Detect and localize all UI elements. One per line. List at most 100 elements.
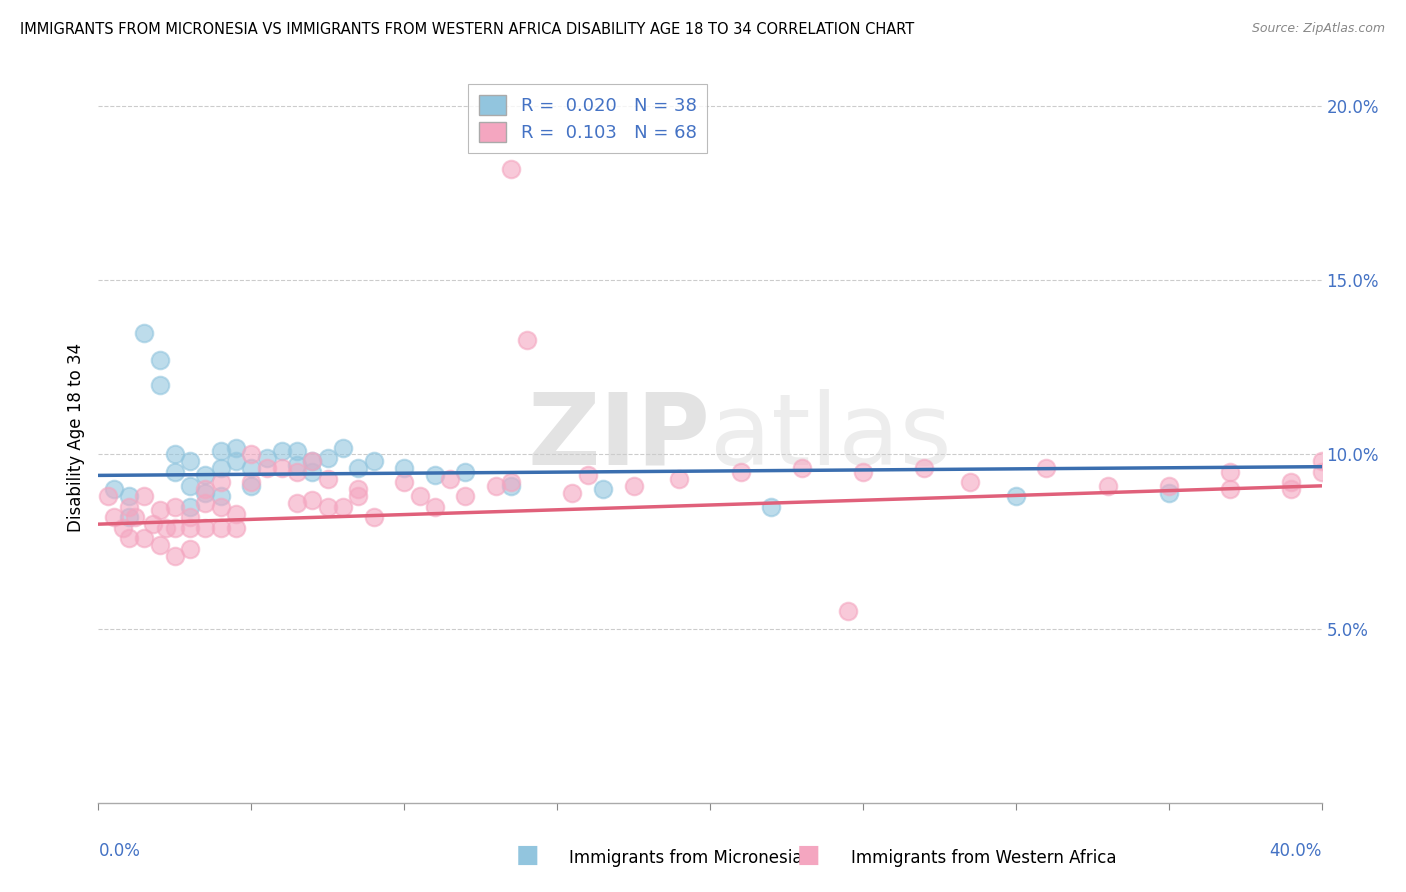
- Text: ■: ■: [797, 843, 820, 867]
- Point: [301, 492, 323, 507]
- Point: [1279, 483, 1302, 497]
- Point: [959, 475, 981, 490]
- Point: [179, 500, 201, 514]
- Point: [149, 538, 172, 552]
- Point: [301, 454, 323, 468]
- Point: [439, 472, 461, 486]
- Point: [668, 472, 690, 486]
- Point: [194, 468, 217, 483]
- Point: [301, 454, 323, 468]
- Point: [111, 521, 134, 535]
- Point: [363, 510, 385, 524]
- Point: [1310, 454, 1333, 468]
- Point: [240, 479, 263, 493]
- Point: [118, 500, 141, 514]
- Point: [270, 461, 292, 475]
- Point: [301, 465, 323, 479]
- Point: [194, 521, 217, 535]
- Point: [332, 441, 354, 455]
- Point: [759, 500, 782, 514]
- Point: [454, 465, 477, 479]
- Point: [1035, 461, 1057, 475]
- Point: [730, 465, 752, 479]
- Point: [225, 507, 247, 521]
- Point: [179, 510, 201, 524]
- Point: [209, 461, 232, 475]
- Point: [194, 496, 217, 510]
- Point: [163, 448, 186, 462]
- Point: [118, 510, 141, 524]
- Point: [392, 475, 416, 490]
- Point: [316, 500, 339, 514]
- Text: Immigrants from Western Africa: Immigrants from Western Africa: [851, 849, 1116, 867]
- Point: [1219, 483, 1241, 497]
- Point: [209, 444, 232, 458]
- Point: [134, 489, 156, 503]
- Text: IMMIGRANTS FROM MICRONESIA VS IMMIGRANTS FROM WESTERN AFRICA DISABILITY AGE 18 T: IMMIGRANTS FROM MICRONESIA VS IMMIGRANTS…: [20, 22, 914, 37]
- Point: [1157, 479, 1180, 493]
- Point: [501, 479, 523, 493]
- Point: [194, 485, 217, 500]
- Point: [209, 500, 232, 514]
- Point: [454, 489, 477, 503]
- Point: [1097, 479, 1119, 493]
- Point: [1219, 465, 1241, 479]
- Point: [163, 521, 186, 535]
- Point: [912, 461, 935, 475]
- Point: [256, 450, 278, 465]
- Point: [225, 454, 247, 468]
- Text: 0.0%: 0.0%: [98, 842, 141, 860]
- Point: [1004, 489, 1026, 503]
- Point: [790, 461, 813, 475]
- Point: [225, 441, 247, 455]
- Point: [285, 458, 308, 472]
- Point: [97, 489, 120, 503]
- Point: [332, 500, 354, 514]
- Point: [852, 465, 875, 479]
- Text: Immigrants from Micronesia: Immigrants from Micronesia: [569, 849, 803, 867]
- Point: [163, 500, 186, 514]
- Point: [240, 475, 263, 490]
- Point: [163, 465, 186, 479]
- Point: [179, 521, 201, 535]
- Point: [149, 377, 172, 392]
- Point: [285, 465, 308, 479]
- Legend: R =  0.020   N = 38, R =  0.103   N = 68: R = 0.020 N = 38, R = 0.103 N = 68: [468, 84, 707, 153]
- Point: [240, 461, 263, 475]
- Point: [194, 483, 217, 497]
- Point: [149, 503, 172, 517]
- Point: [347, 489, 370, 503]
- Point: [256, 461, 278, 475]
- Point: [316, 450, 339, 465]
- Point: [1279, 475, 1302, 490]
- Point: [149, 353, 172, 368]
- Point: [118, 489, 141, 503]
- Point: [209, 489, 232, 503]
- Point: [118, 531, 141, 545]
- Point: [1157, 485, 1180, 500]
- Point: [561, 485, 583, 500]
- Point: [1310, 465, 1333, 479]
- Point: [485, 479, 508, 493]
- Point: [134, 531, 156, 545]
- Point: [623, 479, 645, 493]
- Point: [392, 461, 416, 475]
- Point: [103, 483, 125, 497]
- Point: [225, 521, 247, 535]
- Point: [209, 475, 232, 490]
- Point: [155, 521, 177, 535]
- Point: [240, 448, 263, 462]
- Point: [142, 517, 165, 532]
- Text: ■: ■: [516, 843, 538, 867]
- Y-axis label: Disability Age 18 to 34: Disability Age 18 to 34: [66, 343, 84, 532]
- Text: ZIP: ZIP: [527, 389, 710, 485]
- Point: [134, 326, 156, 340]
- Point: [270, 444, 292, 458]
- Point: [837, 604, 859, 618]
- Point: [501, 161, 523, 176]
- Point: [179, 454, 201, 468]
- Point: [209, 521, 232, 535]
- Point: [347, 483, 370, 497]
- Text: 40.0%: 40.0%: [1270, 842, 1322, 860]
- Point: [163, 549, 186, 563]
